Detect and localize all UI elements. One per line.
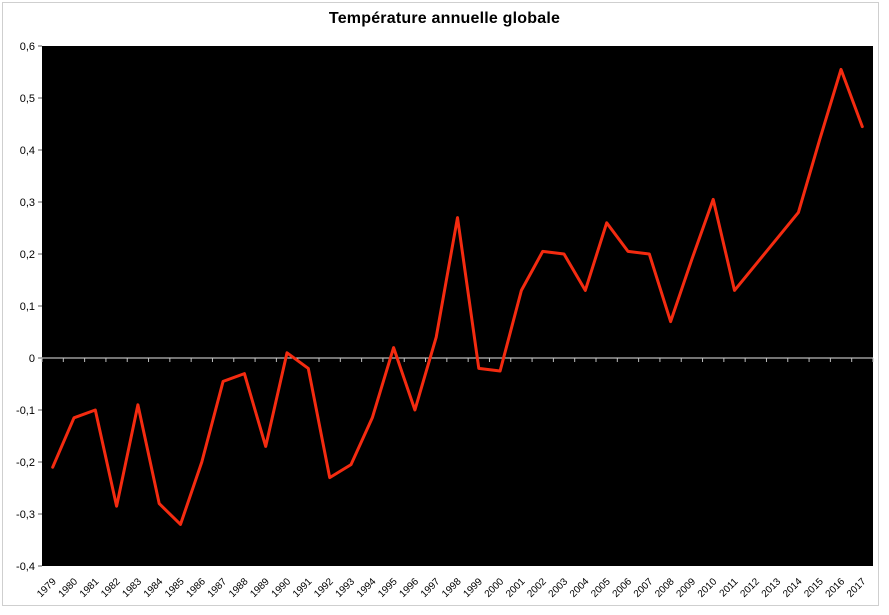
x-tick-label: 2010 [696,576,720,600]
x-tick-label: 1997 [419,576,443,600]
x-tick-label: 1993 [334,576,358,600]
x-tick-label: 2013 [760,576,784,600]
y-tick-label: 0,1 [20,301,35,313]
x-tick-label: 1992 [312,576,336,600]
x-tick-label: 1984 [142,576,166,600]
x-tick-label: 2017 [845,576,869,600]
x-tick-label: 2007 [632,576,656,600]
x-tick-label: 2011 [718,576,741,599]
x-tick-label: 1981 [78,576,102,600]
x-tick-label: 1999 [461,576,485,600]
x-tick-label: 2012 [738,576,762,600]
chart-title: Température annuelle globale [328,10,561,27]
y-tick-label: 0,3 [20,197,35,209]
y-tick-label: -0,3 [16,509,35,521]
x-tick-label: 2003 [547,576,571,600]
x-tick-label: 1979 [35,576,59,600]
x-tick-label: 2006 [611,576,635,600]
x-tick-label: 1985 [163,576,187,600]
x-tick-label: 1980 [57,576,81,600]
x-tick-label: 1991 [291,576,315,600]
plot-area [42,46,873,566]
x-tick-label: 2000 [483,576,507,600]
y-tick-label: -0,4 [16,561,35,573]
x-tick-label: 2005 [589,576,613,600]
x-tick-label: 2015 [802,576,826,600]
y-tick-label: 0,6 [20,41,35,53]
x-tick-label: 1982 [99,576,123,600]
temperature-line [51,67,864,526]
x-tick-label: 1996 [397,576,421,600]
x-tick-label: 1988 [227,576,251,600]
y-tick-label: 0,2 [20,249,35,261]
x-tick-label: 2002 [525,576,549,600]
y-tick-label: 0,5 [20,93,35,105]
x-tick-label: 2009 [674,576,698,600]
x-tick-label: 1987 [206,576,230,600]
x-tick-label: 1983 [120,576,144,600]
x-tick-label: 1986 [184,576,208,600]
y-tick-label: 0 [29,353,35,365]
x-tick-label: 1994 [355,576,379,600]
x-tick-label: 2016 [824,576,848,600]
x-tick-label: 2004 [568,576,592,600]
x-tick-label: 1995 [376,576,400,600]
x-tick-label: 2014 [781,576,805,600]
x-tick-label: 1989 [248,576,272,600]
y-tick-label: -0,2 [16,457,35,469]
x-tick-label: 2001 [504,576,528,600]
x-tick-label: 1990 [270,576,294,600]
x-tick-label: 2008 [653,576,677,600]
x-tick-label: 1998 [440,576,464,600]
y-tick-label: 0,4 [20,145,35,157]
y-tick-label: -0,1 [16,405,35,417]
